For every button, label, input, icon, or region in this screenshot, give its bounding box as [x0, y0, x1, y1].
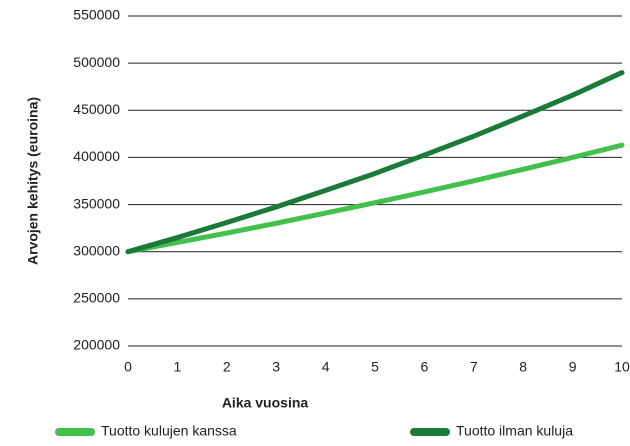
x-tick-label: 5: [371, 359, 379, 375]
x-tick-label: 3: [272, 359, 280, 375]
x-tick-label: 7: [470, 359, 478, 375]
x-tick-label: 6: [421, 359, 429, 375]
line-series: [125, 142, 625, 255]
x-tick-label: 10: [614, 359, 630, 375]
y-tick-label: 350000: [73, 195, 120, 211]
x-axis-title: Aika vuosina: [222, 395, 309, 411]
x-tick-label: 0: [124, 359, 132, 375]
legend-swatch: [55, 428, 95, 436]
x-tick-label: 8: [519, 359, 527, 375]
y-tick-label: 500000: [73, 54, 120, 70]
y-tick-label: 200000: [73, 337, 120, 353]
y-tick-label: 550000: [73, 7, 120, 23]
x-tick-label: 2: [223, 359, 231, 375]
x-tick-label: 1: [174, 359, 182, 375]
legend-label: Tuotto kulujen kanssa: [101, 423, 237, 439]
legend-label: Tuotto ilman kuluja: [456, 423, 573, 439]
x-tick-label: 9: [569, 359, 577, 375]
x-tick-label: 4: [322, 359, 330, 375]
line-series: [125, 70, 625, 255]
y-tick-label: 300000: [73, 242, 120, 258]
y-tick-label: 400000: [73, 148, 120, 164]
y-tick-label: 450000: [73, 101, 120, 117]
y-axis-title: Arvojen kehitys (euroina): [25, 97, 41, 265]
y-tick-label: 250000: [73, 290, 120, 306]
legend-swatch: [410, 428, 450, 436]
